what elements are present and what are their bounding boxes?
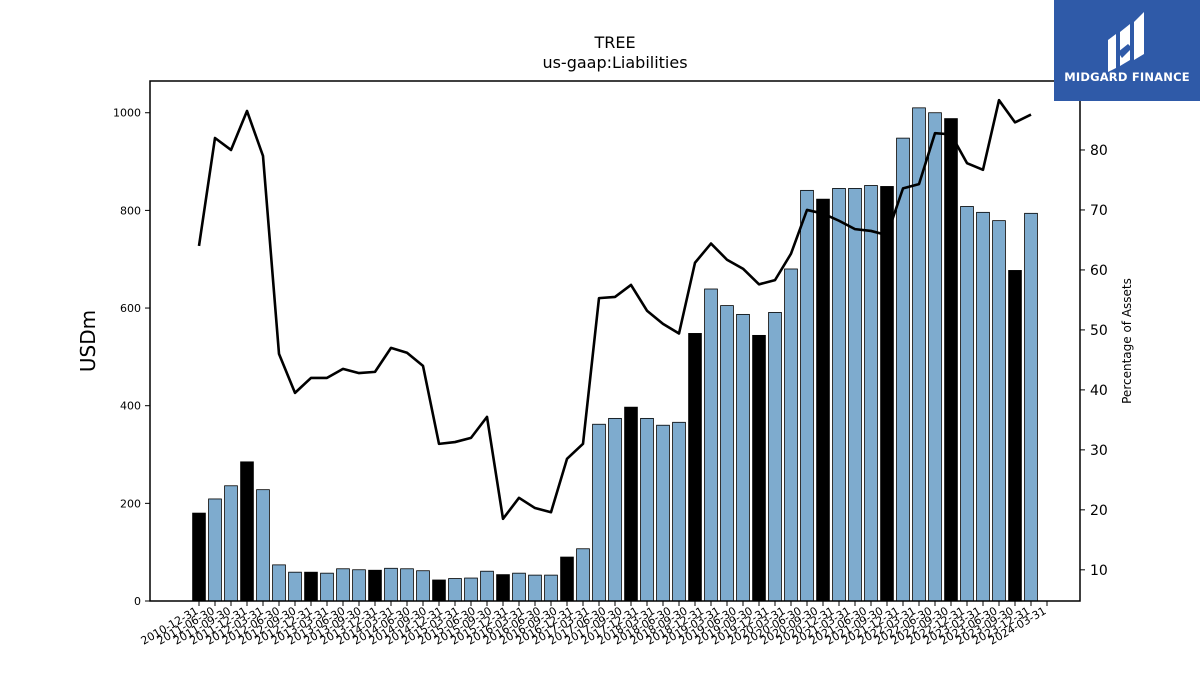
bar xyxy=(352,569,366,602)
bar xyxy=(832,188,846,602)
bar xyxy=(976,211,990,602)
bar xyxy=(448,578,462,602)
bar xyxy=(720,305,734,602)
bar xyxy=(240,461,254,602)
bar xyxy=(640,417,654,602)
bar xyxy=(800,189,814,602)
bar xyxy=(272,564,286,602)
bar xyxy=(560,556,574,602)
bar xyxy=(576,548,590,602)
bar xyxy=(896,137,910,602)
bar xyxy=(304,571,318,602)
brand-logo: MIDGARD FINANCE xyxy=(1054,0,1200,101)
y-axis-label: USDm xyxy=(76,310,100,372)
bar xyxy=(768,312,782,602)
y2-tick-label: 10 xyxy=(1090,563,1108,579)
bar xyxy=(224,485,238,602)
bar xyxy=(464,577,478,602)
bar xyxy=(208,498,222,602)
percentage-line xyxy=(197,98,1032,521)
bar xyxy=(608,417,622,602)
brand-name: MIDGARD FINANCE xyxy=(1064,70,1190,84)
bar xyxy=(336,568,350,602)
bar xyxy=(752,334,766,602)
bar xyxy=(480,570,494,602)
y2-tick-label: 20 xyxy=(1090,503,1108,519)
bar xyxy=(864,185,878,602)
bars-layer xyxy=(192,107,1038,602)
bar xyxy=(320,572,334,602)
bar xyxy=(400,568,414,602)
y-tick-label: 400 xyxy=(120,400,141,413)
bar xyxy=(432,579,446,602)
bar xyxy=(368,569,382,602)
bar xyxy=(688,333,702,602)
bar xyxy=(544,574,558,602)
bar xyxy=(288,571,302,602)
bar xyxy=(384,567,398,602)
y2-tick-label: 50 xyxy=(1090,323,1108,339)
y2-tick-label: 80 xyxy=(1090,143,1108,159)
y2-tick-label: 40 xyxy=(1090,383,1108,399)
bar xyxy=(592,423,606,602)
bar xyxy=(880,186,894,602)
bar xyxy=(416,570,430,602)
bar xyxy=(944,118,958,602)
bar xyxy=(736,313,750,602)
bar xyxy=(704,288,718,602)
bar xyxy=(928,112,942,602)
bar xyxy=(656,424,670,602)
y2-axis-label: Percentage of Assets xyxy=(1120,278,1134,404)
bar xyxy=(256,489,270,602)
bar xyxy=(192,512,206,602)
y2-tick-label: 70 xyxy=(1090,203,1108,219)
bar xyxy=(992,220,1006,602)
bar xyxy=(512,572,526,602)
chart-subtitle: us-gaap:Liabilities xyxy=(542,53,687,72)
bar xyxy=(672,421,686,602)
line-layer xyxy=(197,98,1032,521)
bar xyxy=(960,206,974,602)
y-tick-label: 1000 xyxy=(113,107,141,120)
midgard-logo-icon xyxy=(1108,12,1144,72)
y2-tick-label: 30 xyxy=(1090,443,1108,459)
chart-title: TREE xyxy=(593,33,635,52)
y2-tick-label: 60 xyxy=(1090,263,1108,279)
y-tick-label: 200 xyxy=(120,497,141,510)
bar xyxy=(816,198,830,602)
y-tick-label: 800 xyxy=(120,204,141,217)
bar xyxy=(1024,212,1038,602)
bar xyxy=(496,574,510,602)
bar xyxy=(1008,270,1022,602)
y-tick-label: 0 xyxy=(134,595,141,608)
bar xyxy=(528,574,542,602)
bar xyxy=(848,188,862,602)
y-tick-label: 600 xyxy=(120,302,141,315)
bar xyxy=(784,268,798,602)
bar xyxy=(624,406,638,602)
